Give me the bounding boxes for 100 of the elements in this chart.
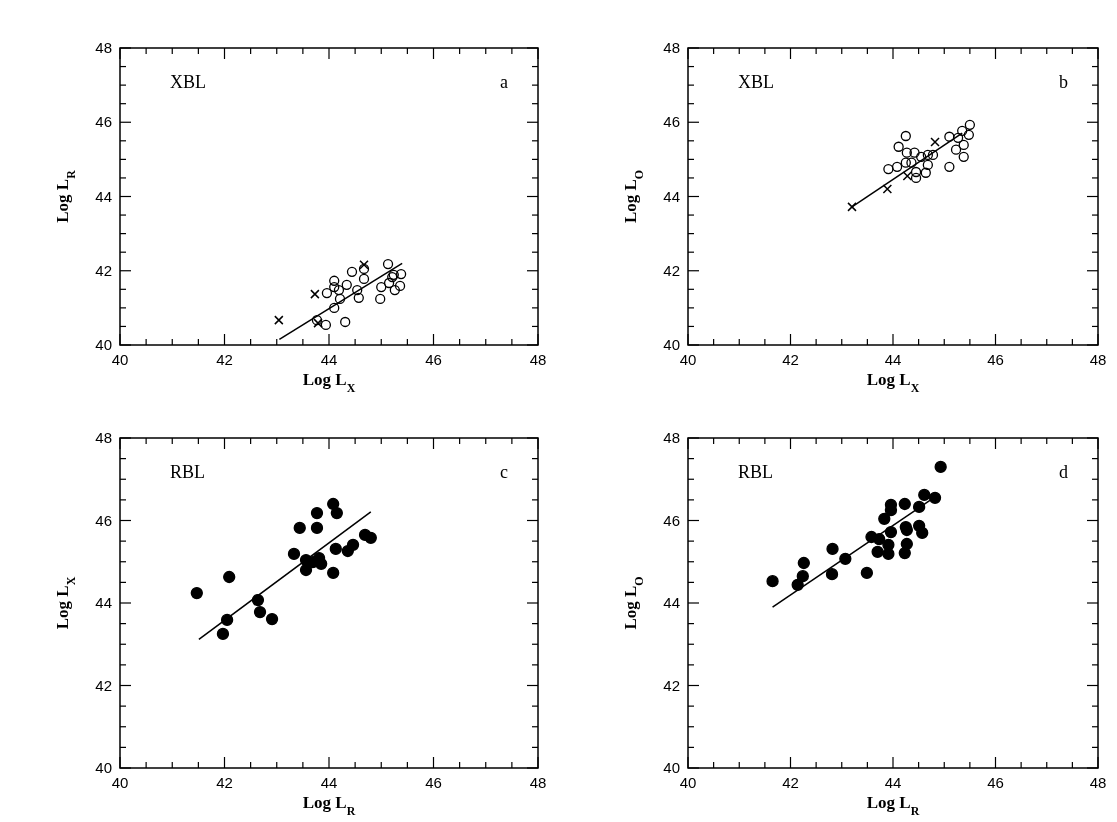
x-tick-label: 40 bbox=[679, 774, 697, 791]
point bbox=[893, 141, 904, 152]
y-tick-label: 44 bbox=[95, 187, 112, 205]
x-tick-label: 44 bbox=[884, 351, 902, 368]
point bbox=[766, 574, 779, 588]
point bbox=[928, 491, 942, 504]
annotation: c bbox=[500, 462, 508, 482]
x-tick-label: 40 bbox=[111, 774, 129, 791]
point bbox=[375, 293, 386, 305]
point bbox=[395, 268, 407, 280]
point bbox=[871, 545, 884, 558]
y-tick-label: 42 bbox=[95, 261, 112, 279]
point bbox=[916, 151, 927, 162]
point bbox=[944, 161, 955, 172]
point bbox=[884, 525, 898, 539]
point bbox=[352, 284, 363, 296]
y-tick-label: 46 bbox=[663, 511, 680, 529]
y-tick-label: 40 bbox=[663, 336, 680, 353]
point bbox=[340, 316, 351, 328]
point bbox=[910, 172, 922, 184]
y-tick-label: 46 bbox=[663, 113, 680, 131]
point bbox=[916, 526, 929, 540]
point bbox=[927, 149, 939, 161]
annotation: d bbox=[1059, 462, 1068, 482]
point bbox=[216, 627, 230, 641]
y-tick-label: 40 bbox=[663, 759, 680, 776]
annotation: RBL bbox=[170, 462, 206, 482]
x-tick-label: 42 bbox=[216, 351, 233, 368]
point bbox=[329, 542, 342, 556]
point bbox=[358, 273, 370, 285]
y-tick-label: 46 bbox=[95, 511, 112, 529]
point bbox=[902, 171, 913, 181]
point bbox=[223, 570, 236, 584]
point bbox=[922, 149, 933, 161]
point bbox=[321, 287, 333, 299]
point bbox=[364, 531, 377, 544]
point bbox=[918, 488, 931, 502]
point bbox=[958, 139, 969, 151]
point bbox=[341, 279, 352, 291]
point bbox=[389, 284, 400, 296]
y-tick-label: 40 bbox=[95, 336, 112, 353]
point bbox=[963, 129, 974, 141]
point bbox=[796, 570, 809, 583]
point bbox=[826, 542, 839, 556]
x-tick-label: 44 bbox=[320, 351, 338, 368]
x-tick-label: 46 bbox=[425, 351, 442, 368]
point bbox=[952, 132, 964, 143]
x-tick-label: 46 bbox=[987, 774, 1004, 791]
point bbox=[891, 161, 903, 172]
point bbox=[333, 284, 345, 296]
point bbox=[313, 318, 323, 328]
point bbox=[334, 293, 346, 305]
point bbox=[930, 137, 940, 147]
x-tick-label: 48 bbox=[1089, 774, 1107, 791]
point bbox=[310, 506, 324, 520]
point bbox=[944, 131, 955, 142]
point bbox=[878, 512, 891, 525]
y-tick-label: 44 bbox=[663, 594, 680, 611]
point bbox=[376, 281, 387, 293]
point bbox=[383, 277, 395, 289]
x-tick-label: 42 bbox=[216, 774, 233, 791]
point bbox=[310, 521, 324, 535]
point bbox=[359, 260, 369, 270]
point bbox=[910, 166, 922, 178]
point bbox=[299, 563, 313, 577]
y-tick-label: 42 bbox=[663, 261, 680, 279]
point bbox=[382, 258, 394, 270]
x-axis-title: Log L$_{R}$ bbox=[866, 793, 920, 818]
point bbox=[330, 506, 343, 520]
annotation: XBL bbox=[170, 72, 206, 92]
x-tick-label: 44 bbox=[884, 774, 902, 791]
x-tick-label: 44 bbox=[320, 774, 338, 791]
annotation: b bbox=[1059, 72, 1068, 92]
y-tick-label: 48 bbox=[663, 429, 680, 446]
point bbox=[310, 289, 320, 299]
point bbox=[950, 144, 962, 155]
x-tick-label: 48 bbox=[529, 774, 547, 791]
point bbox=[898, 546, 911, 560]
point bbox=[883, 163, 894, 175]
point bbox=[797, 556, 810, 570]
y-tick-label: 48 bbox=[95, 429, 112, 446]
point bbox=[957, 125, 968, 136]
x-tick-label: 48 bbox=[529, 351, 547, 368]
point bbox=[920, 167, 931, 178]
x-tick-label: 40 bbox=[679, 351, 697, 368]
x-tick-label: 42 bbox=[782, 351, 799, 368]
point bbox=[311, 314, 323, 326]
point bbox=[346, 266, 358, 278]
point bbox=[358, 263, 370, 275]
point bbox=[900, 130, 911, 142]
annotation: a bbox=[500, 72, 508, 92]
y-tick-label: 42 bbox=[95, 676, 112, 694]
x-tick-label: 46 bbox=[987, 351, 1004, 368]
annotation: RBL bbox=[738, 462, 774, 482]
x-tick-label: 40 bbox=[111, 351, 129, 368]
point bbox=[909, 147, 920, 158]
y-tick-label: 42 bbox=[663, 676, 680, 694]
annotation: XBL bbox=[738, 72, 774, 92]
x-axis-title: Log L$_{X}$ bbox=[302, 370, 356, 395]
y-tick-label: 44 bbox=[95, 594, 112, 611]
